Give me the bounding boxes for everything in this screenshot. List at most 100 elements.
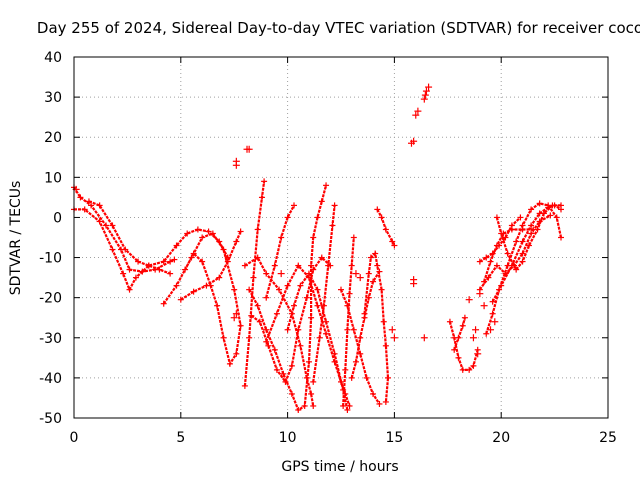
data-point [476, 258, 483, 265]
data-point [352, 358, 359, 365]
data-point [310, 378, 317, 385]
isolated-point [414, 107, 422, 115]
data-point [384, 374, 391, 381]
data-point [323, 330, 330, 337]
data-point [513, 238, 520, 245]
plot-frame [73, 56, 609, 419]
data-point [85, 198, 92, 205]
data-point [126, 286, 133, 293]
data-point [517, 214, 524, 221]
isolated-point [390, 334, 398, 342]
data-point [513, 266, 520, 273]
grid [74, 57, 608, 418]
data-point [233, 238, 240, 245]
data-point [231, 286, 238, 293]
data-point [248, 312, 255, 319]
data-point [470, 362, 477, 369]
data-point [103, 222, 110, 229]
data-point [246, 286, 253, 293]
y-tick-label: 10 [44, 170, 62, 186]
data-point [203, 282, 210, 289]
data-point [135, 258, 142, 265]
data-point [88, 202, 95, 209]
data-point [214, 302, 221, 309]
data-point [132, 274, 139, 281]
data-point [367, 254, 374, 261]
isolated-point [412, 111, 420, 119]
data-point [263, 270, 270, 277]
data-point [342, 366, 349, 373]
data-point [199, 258, 206, 265]
data-point [348, 262, 355, 269]
data-point [489, 250, 496, 257]
series-arc-1 [73, 186, 175, 273]
data-point [316, 334, 323, 341]
data-point [205, 228, 212, 235]
data-point [318, 198, 325, 205]
isolated-point [425, 83, 433, 91]
data-point [258, 194, 265, 201]
data-point [365, 270, 372, 277]
data-point [323, 318, 330, 325]
data-point [508, 222, 515, 229]
data-point [310, 266, 317, 273]
data-point [295, 406, 302, 413]
data-point [241, 262, 248, 269]
data-point [558, 202, 565, 209]
y-tick-label: 30 [44, 90, 62, 106]
series-arc-19 [448, 321, 479, 371]
data-point [265, 342, 272, 349]
data-point [254, 226, 261, 233]
data-point [372, 250, 379, 257]
data-point [278, 234, 285, 241]
data-point [519, 258, 526, 265]
data-point [318, 254, 325, 261]
data-point [199, 234, 206, 241]
data-point [271, 262, 278, 269]
series-arc-13 [312, 205, 336, 383]
data-point [348, 374, 355, 381]
data-point [246, 334, 253, 341]
data-point [188, 254, 195, 261]
data-point [346, 402, 353, 409]
data-point [459, 366, 466, 373]
isolated-point [388, 326, 396, 334]
isolated-point [420, 95, 428, 103]
series-arc-20 [453, 317, 466, 351]
series-arc-4 [162, 232, 242, 367]
data-point [284, 214, 291, 221]
data-point [320, 302, 327, 309]
data-point [338, 286, 344, 293]
data-point [376, 400, 383, 407]
data-point [291, 202, 298, 209]
data-point [502, 234, 509, 241]
data-point [483, 330, 490, 337]
data-point [389, 238, 396, 245]
data-point [340, 402, 347, 409]
data-point [511, 262, 518, 269]
isolated-point [480, 302, 488, 310]
data-point [331, 350, 338, 357]
data-point [446, 318, 453, 325]
data-point [314, 286, 321, 293]
data-point [254, 254, 261, 261]
data-point [489, 310, 496, 317]
data-point [254, 302, 261, 309]
data-point [173, 242, 180, 249]
isolated-point [245, 145, 253, 153]
data-point [519, 238, 526, 245]
data-point [310, 234, 317, 241]
data-point [160, 258, 167, 265]
data-point [263, 326, 270, 333]
data-point [160, 300, 167, 307]
data-point [547, 212, 554, 219]
data-point [331, 202, 338, 209]
series-arc-6 [243, 181, 266, 386]
data-point [382, 398, 389, 405]
isolated-point [277, 270, 285, 278]
y-tick-label: -30 [39, 331, 62, 347]
x-tick-label: 25 [599, 430, 617, 446]
data-point [391, 242, 398, 249]
isolated-point [422, 87, 430, 95]
